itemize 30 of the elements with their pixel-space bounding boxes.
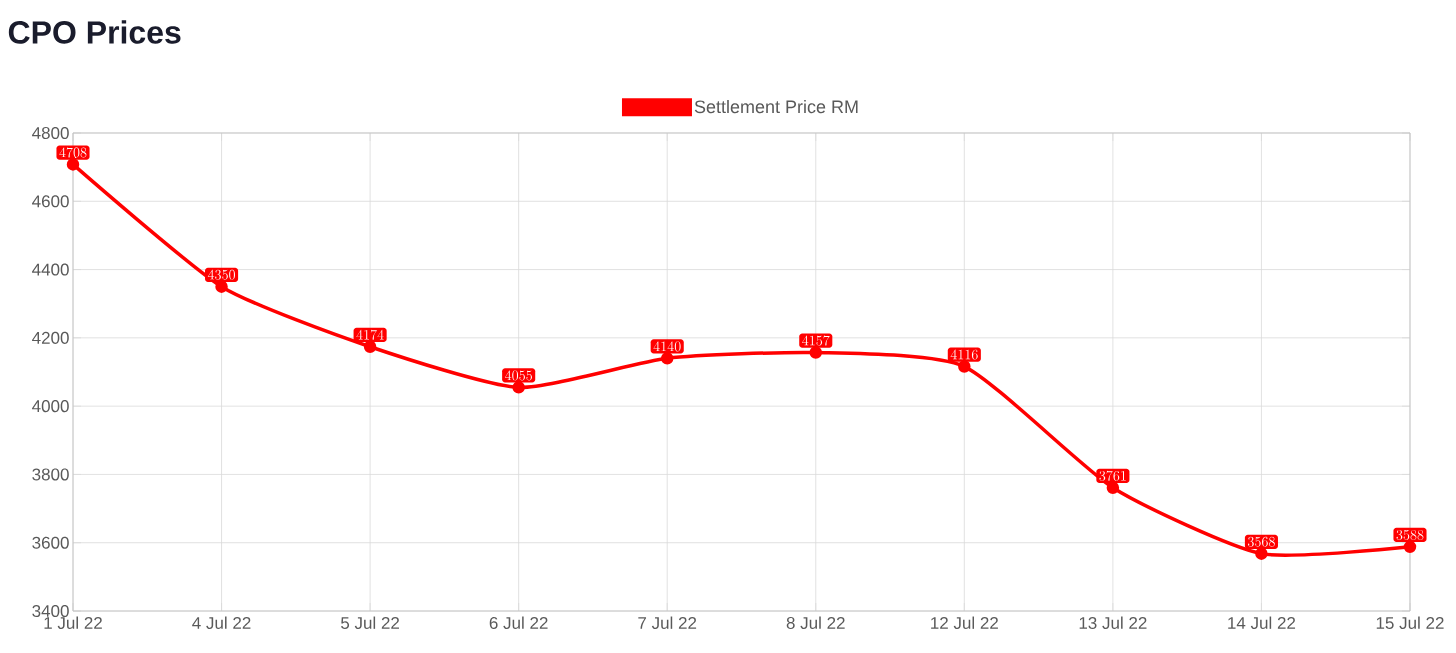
x-tick-label: 8 Jul 22 xyxy=(786,616,845,630)
x-tick-label: 5 Jul 22 xyxy=(341,616,399,630)
data-label: 3761 xyxy=(1099,470,1126,481)
legend-label: Settlement Price RM xyxy=(694,99,858,114)
chart-title: CPO Prices xyxy=(8,20,181,44)
data-label: 4055 xyxy=(505,370,532,381)
y-tick-label: 3400 xyxy=(32,604,69,618)
y-tick-label: 4800 xyxy=(32,126,69,140)
y-tick-label: 4600 xyxy=(32,195,69,208)
x-tick-label: 12 Jul 22 xyxy=(931,616,998,630)
data-label: 4140 xyxy=(653,341,681,352)
y-tick-label: 3800 xyxy=(32,468,69,481)
x-tick-label: 6 Jul 22 xyxy=(489,616,548,630)
y-tick-label: 4000 xyxy=(32,400,69,413)
x-tick-label: 7 Jul 22 xyxy=(638,616,697,630)
data-label: 3568 xyxy=(1247,536,1275,547)
x-tick-label: 1 Jul 22 xyxy=(44,616,102,630)
y-tick-label: 4400 xyxy=(32,263,69,276)
x-tick-label: 13 Jul 22 xyxy=(1079,616,1147,630)
y-tick-label: 3600 xyxy=(32,536,69,549)
y-tick-label: 4200 xyxy=(32,331,69,344)
data-label: 4157 xyxy=(802,335,830,346)
x-tick-label: 14 Jul 22 xyxy=(1228,616,1296,630)
data-label: 4708 xyxy=(59,147,87,158)
data-label: 4116 xyxy=(950,349,978,360)
data-label: 4350 xyxy=(207,269,235,280)
x-tick-label: 4 Jul 22 xyxy=(192,616,251,630)
data-label: 3588 xyxy=(1396,530,1424,540)
x-tick-label: 15 Jul 22 xyxy=(1376,616,1444,630)
data-label: 4174 xyxy=(356,329,384,340)
